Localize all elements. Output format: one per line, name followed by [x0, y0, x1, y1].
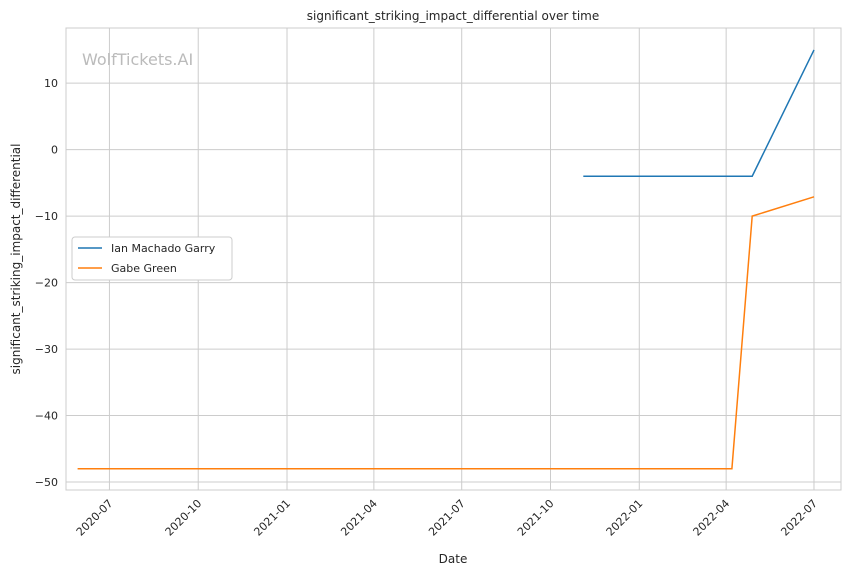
- chart-title: significant_striking_impact_differential…: [307, 9, 599, 23]
- x-tick-label: 2022-01: [604, 497, 646, 539]
- x-tick-label: 2021-04: [338, 497, 380, 539]
- watermark: WolfTickets.AI: [82, 50, 193, 69]
- x-tick-label: 2022-07: [778, 497, 820, 539]
- y-tick-label: 0: [51, 144, 58, 157]
- y-tick-label: −40: [35, 410, 58, 423]
- y-axis-label: significant_striking_impact_differential: [9, 144, 23, 375]
- legend-label-ian: Ian Machado Garry: [111, 242, 216, 255]
- y-tick-label: −30: [35, 343, 58, 356]
- y-tick-label: 10: [44, 77, 58, 90]
- series-line-0: [583, 49, 815, 177]
- plot-frame: [65, 27, 842, 491]
- legend: Ian Machado Garry Gabe Green: [71, 236, 233, 281]
- x-axis-label: Date: [439, 552, 468, 566]
- legend-box: [71, 236, 233, 281]
- y-tick-label: −20: [35, 277, 58, 290]
- x-tick-label: 2020-10: [163, 497, 205, 539]
- series-line-1: [77, 196, 815, 470]
- x-tick-label: 2021-01: [251, 497, 293, 539]
- y-tick-label: −10: [35, 210, 58, 223]
- x-tick-label: 2021-07: [426, 497, 468, 539]
- y-tick-label: −50: [35, 476, 58, 489]
- legend-label-gabe: Gabe Green: [111, 262, 177, 275]
- x-tick-label: 2022-04: [691, 497, 733, 539]
- x-tick-label: 2020-07: [74, 497, 116, 539]
- x-tick-label: 2021-10: [515, 497, 557, 539]
